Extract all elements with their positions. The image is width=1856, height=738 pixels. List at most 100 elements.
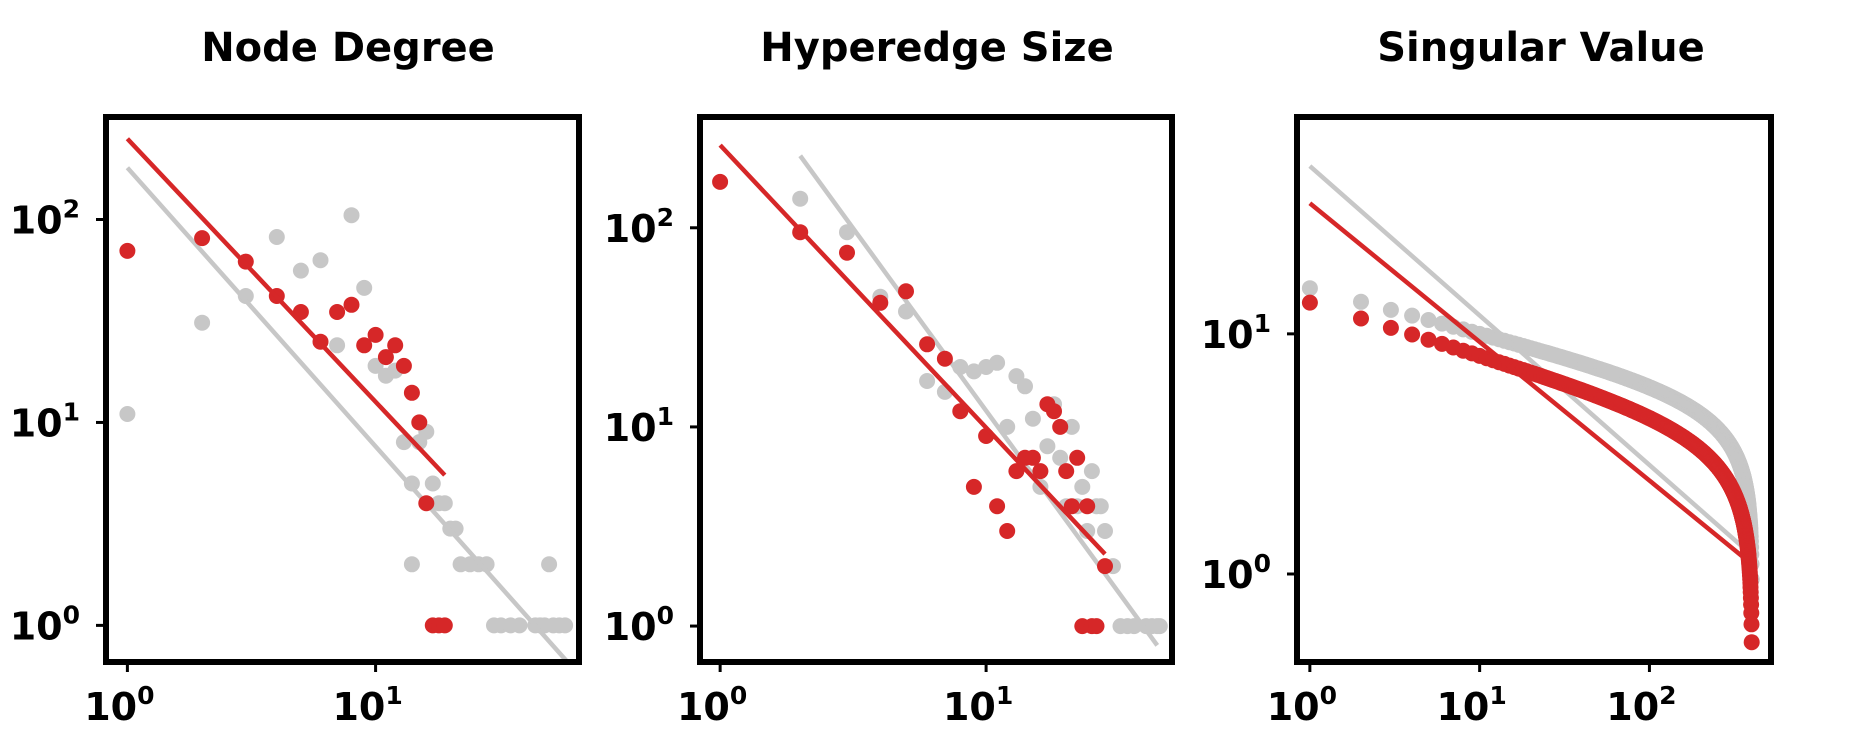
panel-title: Hyperedge Size [760, 25, 1113, 71]
data-point [1092, 498, 1109, 515]
data-point [1017, 378, 1033, 395]
data-point [1039, 438, 1056, 455]
x-tick-label: 101 [1436, 681, 1506, 729]
fit-line-gray [1308, 164, 1754, 557]
data-point [1420, 331, 1437, 348]
data-point [1353, 293, 1369, 310]
y-tick-label: 100 [604, 601, 674, 649]
data-point [839, 244, 855, 261]
y-tick-label: 102 [10, 195, 80, 243]
data-point [1088, 618, 1105, 635]
y-tick-exponent: 2 [657, 203, 674, 232]
series-red [1301, 294, 1760, 651]
y-tick-label: 102 [604, 203, 674, 251]
y-tick-label: 101 [604, 402, 674, 450]
x-tick-exponent: 1 [996, 681, 1013, 710]
data-point [1032, 463, 1049, 480]
y-tick-exponent: 1 [63, 397, 80, 426]
data-point [989, 354, 1006, 371]
x-tick-exponent: 1 [385, 681, 402, 710]
data-point [1063, 418, 1080, 435]
data-point [329, 304, 346, 320]
x-tick-label: 102 [1606, 681, 1676, 729]
data-point [395, 357, 412, 374]
data-point [1079, 523, 1096, 539]
data-point [511, 617, 528, 634]
fit-line-red [1308, 201, 1754, 566]
plot-frame [103, 114, 582, 665]
y-tick-label: 101 [10, 397, 80, 445]
data-point [1097, 523, 1113, 539]
data-point [1074, 478, 1091, 495]
data-point [1420, 312, 1437, 328]
series-red [712, 173, 1113, 635]
data-point [1353, 310, 1369, 327]
x-tick-label: 100 [1267, 681, 1337, 729]
data-point [268, 229, 285, 245]
y-tick-exponent: 0 [63, 600, 80, 629]
y-tick-label: 100 [10, 600, 80, 648]
panel-title: Singular Value [1377, 25, 1705, 71]
plot-frame [697, 114, 1175, 665]
data-point [343, 296, 360, 313]
data-point [872, 294, 889, 311]
data-point [1063, 498, 1080, 515]
data-point [403, 384, 420, 401]
data-point [1743, 634, 1760, 651]
panel-title: Node Degree [201, 25, 495, 71]
data-point [194, 314, 211, 331]
y-tick-label: 100 [1201, 549, 1271, 597]
x-tick-label: 100 [677, 681, 747, 729]
data-point [312, 252, 329, 269]
data-point [1046, 403, 1062, 420]
data-point [1069, 449, 1086, 466]
data-point [919, 336, 936, 353]
x-tick-exponent: 1 [1489, 681, 1506, 710]
x-tick-exponent: 0 [137, 681, 154, 710]
data-point [936, 350, 953, 367]
data-point [1382, 319, 1399, 336]
plot-frame [1294, 114, 1774, 665]
y-tick-exponent: 1 [657, 402, 674, 431]
data-point [292, 262, 309, 279]
data-point [119, 406, 136, 422]
x-tick-exponent: 0 [1320, 681, 1337, 710]
data-point [194, 230, 211, 247]
data-point [712, 173, 729, 190]
data-point [541, 556, 558, 573]
data-point [356, 279, 373, 296]
data-point [965, 478, 982, 495]
data-point [1382, 301, 1399, 318]
data-point [411, 414, 428, 431]
data-point [343, 207, 360, 224]
y-tick-exponent: 0 [1254, 549, 1271, 578]
x-tick-label: 100 [84, 681, 154, 729]
data-point [367, 326, 384, 343]
data-point [1301, 294, 1318, 311]
data-point [989, 498, 1006, 515]
y-tick-exponent: 0 [657, 601, 674, 630]
x-tick-exponent: 0 [730, 681, 747, 710]
data-point [403, 556, 420, 573]
y-tick-exponent: 2 [63, 195, 80, 224]
data-point [1052, 449, 1069, 466]
data-point [418, 495, 435, 512]
data-point [377, 349, 394, 366]
data-point [119, 242, 136, 259]
data-point [1743, 616, 1760, 633]
data-point [424, 475, 441, 492]
data-point [329, 337, 346, 354]
data-point [557, 617, 574, 634]
data-point [1404, 307, 1421, 324]
data-point [1052, 418, 1069, 435]
x-tick-label: 101 [332, 681, 402, 729]
series-gray [119, 207, 574, 634]
y-tick-exponent: 1 [1254, 309, 1271, 338]
data-point [387, 337, 404, 354]
data-point [1151, 618, 1168, 635]
